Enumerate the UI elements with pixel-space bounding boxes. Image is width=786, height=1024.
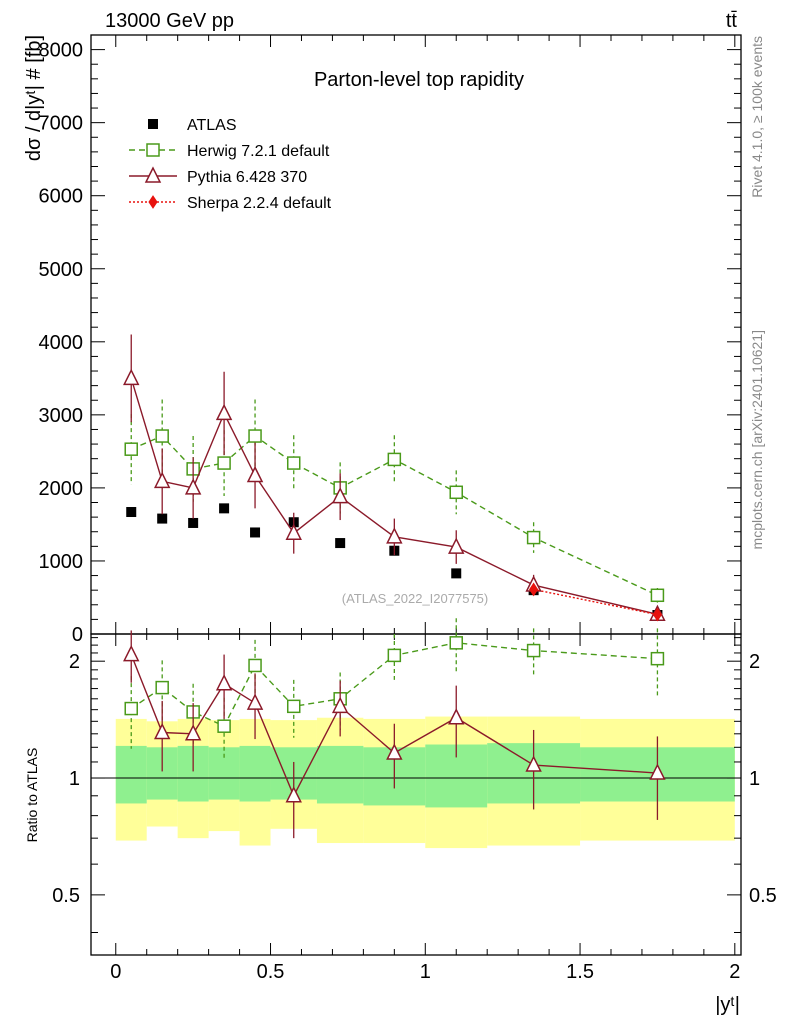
main-series-sherpa <box>529 582 663 622</box>
series-line <box>533 588 658 616</box>
ratio-band-green <box>239 745 271 802</box>
data-point <box>155 680 169 695</box>
data-point <box>246 465 264 483</box>
ratio-plot-frame <box>90 633 742 956</box>
series-line <box>130 378 658 615</box>
data-point <box>449 485 463 500</box>
ratio-band-green <box>115 745 147 804</box>
ratio-y-tick-label: 2 <box>69 651 80 673</box>
data-point <box>157 513 168 524</box>
data-point <box>123 644 140 662</box>
x-tick-label: 1.5 <box>566 961 594 983</box>
series-line <box>130 435 658 596</box>
data-point <box>525 755 542 772</box>
watermark: (ATLAS_2022_I2077575) <box>342 591 488 606</box>
legend-label: Herwig 7.2.1 default <box>187 143 330 160</box>
data-point <box>650 588 665 603</box>
ratio-y-tick-label: 1 <box>69 768 80 790</box>
process-label: tt̄ <box>726 10 738 32</box>
data-point <box>448 537 465 554</box>
data-point <box>529 582 539 597</box>
data-point <box>285 523 302 540</box>
data-point <box>286 456 301 470</box>
ratio-y-tick-label-right: 1 <box>749 768 760 790</box>
data-point <box>219 503 230 514</box>
main-series-herwig <box>124 399 665 603</box>
data-point <box>217 456 231 470</box>
ratio-y-tick-label-right: 2 <box>749 651 760 673</box>
rivet-label: Rivet 4.1.0, ≥ 100k events <box>749 36 765 198</box>
data-point <box>286 699 301 714</box>
data-point <box>650 651 665 666</box>
y-axis-label-main: dσ / d|yᵗ| # [fb] <box>23 35 45 161</box>
data-point <box>123 368 140 386</box>
data-point <box>386 743 403 760</box>
data-point <box>124 701 138 716</box>
data-point <box>526 530 541 545</box>
data-point <box>217 719 231 733</box>
data-point <box>451 568 462 579</box>
legend-marker <box>146 143 160 157</box>
data-point <box>246 693 264 710</box>
x-tick-label: 1 <box>420 961 431 983</box>
legend-marker <box>144 166 162 183</box>
data-point <box>126 507 137 518</box>
data-point <box>215 403 233 421</box>
legend-marker <box>148 119 158 129</box>
chart-elements: 0 0.5 1 1.5 2 0 1000 2000 3000 4000 5000 6000 7000 80… <box>39 34 777 983</box>
ratio-y-tick-label-right: 0.5 <box>749 885 777 907</box>
legend-label: Sherpa 2.2.4 default <box>187 195 332 212</box>
x-axis-label: |yᵗ| <box>715 994 740 1016</box>
ratio-series-pythia <box>123 630 666 839</box>
data-point <box>153 722 171 740</box>
data-point <box>155 429 169 443</box>
data-point <box>250 527 261 538</box>
legend-label: ATLAS <box>187 117 237 134</box>
y-tick-label: 7000 <box>39 113 84 135</box>
energy-label: 13000 GeV pp <box>105 10 234 32</box>
legend-marker <box>148 195 158 209</box>
data-point <box>649 763 666 780</box>
y-tick-label: 8000 <box>39 40 84 62</box>
data-point <box>215 674 233 691</box>
data-point <box>331 486 349 504</box>
data-point <box>387 648 402 663</box>
data-point <box>448 708 465 725</box>
data-point <box>248 429 262 443</box>
data-point <box>153 471 171 489</box>
y-tick-label: 0 <box>72 624 83 646</box>
x-tick-label: 0 <box>110 961 121 983</box>
data-point <box>285 786 302 803</box>
data-point <box>124 442 138 456</box>
mcplots-label: mcplots.cern.ch [arXiv:2401.10621] <box>749 330 765 549</box>
ratio-band-green <box>316 745 364 804</box>
data-point <box>248 658 262 673</box>
y-tick-label: 5000 <box>39 259 84 281</box>
data-point <box>387 452 402 467</box>
x-tick-label: 2 <box>729 961 740 983</box>
ratio-y-tick-label: 0.5 <box>52 885 80 907</box>
data-point <box>386 527 403 544</box>
data-point <box>184 478 202 495</box>
y-tick-label: 6000 <box>39 186 84 208</box>
data-point <box>331 696 349 714</box>
y-tick-label: 2000 <box>39 478 84 500</box>
data-point <box>184 724 202 741</box>
y-tick-label: 3000 <box>39 405 84 427</box>
y-tick-label: 1000 <box>39 551 84 573</box>
x-tick-label: 0.5 <box>257 961 285 983</box>
data-point <box>335 538 346 549</box>
y-axis-label-ratio: Ratio to ATLAS <box>24 748 40 843</box>
data-point <box>652 607 663 622</box>
legend-label: Pythia 6.428 370 <box>187 169 307 186</box>
data-point <box>449 636 463 650</box>
data-point <box>188 517 199 528</box>
plot-title: Parton-level top rapidity <box>314 69 524 91</box>
y-tick-label: 4000 <box>39 332 84 354</box>
main-series-pythia <box>123 334 666 622</box>
data-point <box>526 643 541 658</box>
